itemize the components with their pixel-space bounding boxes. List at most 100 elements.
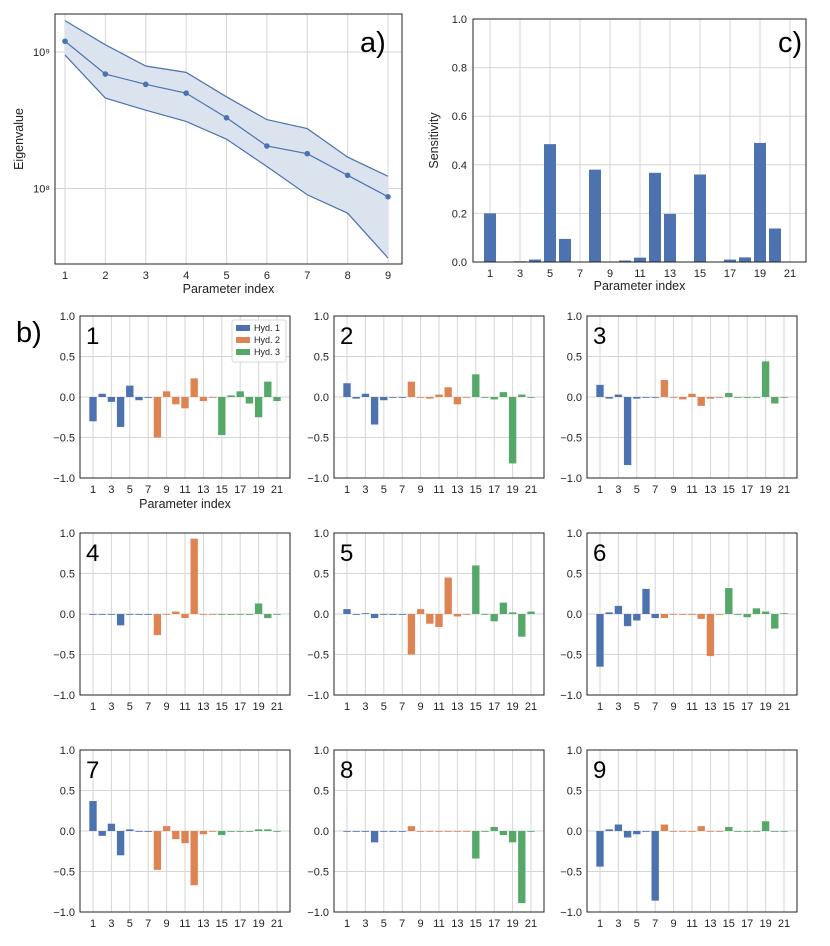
eigenvector-bar xyxy=(264,614,272,619)
legend-swatch xyxy=(236,325,250,331)
eigenvector-bar xyxy=(218,831,226,836)
eigenvector-bar xyxy=(623,614,632,627)
eigenvector-bar xyxy=(605,397,613,399)
y-tick-label: 0.5 xyxy=(567,569,582,581)
x-tick-label: 15 xyxy=(723,484,735,496)
plot-frame xyxy=(586,749,798,913)
x-tick-label: 13 xyxy=(197,484,209,496)
x-tick-label: 9 xyxy=(164,918,170,930)
eigenvector-bar xyxy=(407,614,416,655)
plot-frame xyxy=(54,13,403,265)
x-tick-label: 1 xyxy=(344,701,350,713)
eigenvector-bar xyxy=(518,394,526,397)
eigenvector-bar xyxy=(89,397,97,422)
eigenvector-bar xyxy=(236,391,244,397)
eigenvector-bar xyxy=(89,801,97,831)
y-tick-label: −0.5 xyxy=(560,433,582,445)
eigenvector-bar xyxy=(236,831,244,832)
x-tick-label: 21 xyxy=(525,701,537,713)
eigenvector-bar xyxy=(679,397,687,400)
eigenvector-bar xyxy=(107,397,116,402)
eigenvector-bar xyxy=(614,824,623,831)
sensitivity-bar xyxy=(694,174,706,262)
eigenvector-bar xyxy=(706,397,715,399)
eigenvector-bar xyxy=(596,384,604,397)
plot-frame xyxy=(333,532,545,696)
eigenvector-bar xyxy=(98,614,106,615)
eigenvector-bar xyxy=(190,538,198,614)
sensitivity-bar xyxy=(769,228,781,262)
eigenvector-bar xyxy=(651,831,659,901)
eigenvector-bar xyxy=(734,397,742,398)
x-tick-label: 13 xyxy=(704,918,716,930)
x-tick-label: 19 xyxy=(759,484,771,496)
x-tick-label: 7 xyxy=(652,701,658,713)
eigenvector-bar xyxy=(642,397,650,398)
eigenvector-bar xyxy=(126,829,134,831)
x-tick-label: 1 xyxy=(597,701,603,713)
eigenvector-bar xyxy=(614,394,623,397)
eigenvector-bar xyxy=(715,831,724,832)
eigenvalue-point xyxy=(344,172,351,179)
x-tick-label: 11 xyxy=(179,701,190,713)
eigenvector-bar xyxy=(389,397,397,398)
eigenvector-bar xyxy=(398,397,406,398)
x-tick-label: 15 xyxy=(470,918,482,930)
eigenvector-bar xyxy=(752,831,761,832)
x-tick-label: 15 xyxy=(216,701,228,713)
x-tick-label: 3 xyxy=(615,701,621,713)
x-tick-label: 9 xyxy=(418,484,424,496)
subplot-number: 7 xyxy=(86,757,99,784)
plot-frame xyxy=(333,315,545,479)
x-axis-label: Parameter index xyxy=(183,282,275,296)
eigenvector-bar xyxy=(98,831,106,836)
eigenvector-bar xyxy=(642,588,650,614)
y-tick-label: 10⁸ xyxy=(33,184,50,196)
eigenvector-bar xyxy=(190,831,198,886)
eigenvalue-point xyxy=(223,114,230,121)
eigenvector-bar xyxy=(208,614,217,615)
subplot-number: 3 xyxy=(593,323,606,350)
subplot-number: 6 xyxy=(593,540,606,567)
eigenvector-bar xyxy=(462,614,471,615)
x-tick-label: 17 xyxy=(234,701,246,713)
panel-letter-b: b) xyxy=(16,317,42,349)
y-tick-label: 0.0 xyxy=(567,826,582,838)
y-tick-label: 0.4 xyxy=(452,160,467,172)
x-tick-label: 5 xyxy=(381,484,387,496)
plot-frame xyxy=(79,749,291,913)
y-tick-label: 1.0 xyxy=(452,14,467,26)
x-tick-label: 13 xyxy=(451,701,463,713)
eigenvalue-point xyxy=(142,81,149,88)
eigenvector-bar xyxy=(107,823,116,831)
x-tick-label: 1 xyxy=(597,918,603,930)
eigenvector-bar xyxy=(380,831,388,832)
eigenvalue-point xyxy=(62,38,68,45)
eigenvector-bar xyxy=(398,831,406,832)
y-tick-label: 0.0 xyxy=(60,826,75,838)
sensitivity-bar xyxy=(484,213,496,262)
x-tick-label: 7 xyxy=(652,484,658,496)
eigenvector-bar xyxy=(153,397,162,438)
eigenvector-bar xyxy=(527,397,535,398)
eigenvector-bar xyxy=(126,385,134,397)
eigenvector-bar xyxy=(780,831,788,832)
x-tick-label: 17 xyxy=(741,484,753,496)
x-tick-label: 3 xyxy=(362,918,368,930)
eigenvector-bar xyxy=(407,381,416,397)
y-tick-label: 0.0 xyxy=(60,609,75,621)
x-tick-label: 5 xyxy=(223,270,229,282)
eigenvector-bar xyxy=(508,831,517,843)
eigenvector-bar xyxy=(380,397,388,401)
eigenvector-bar xyxy=(472,565,480,614)
eigenvector-bar xyxy=(623,397,632,466)
y-tick-label: −0.5 xyxy=(53,650,75,662)
eigenvector-bar xyxy=(273,614,281,615)
eigenvector-bar xyxy=(144,397,152,398)
eigenvector-bar xyxy=(444,387,452,397)
y-tick-label: 1.0 xyxy=(60,311,75,323)
sensitivity-bar xyxy=(649,172,661,262)
x-tick-label: 17 xyxy=(234,484,246,496)
eigenvector-bar xyxy=(426,397,434,399)
